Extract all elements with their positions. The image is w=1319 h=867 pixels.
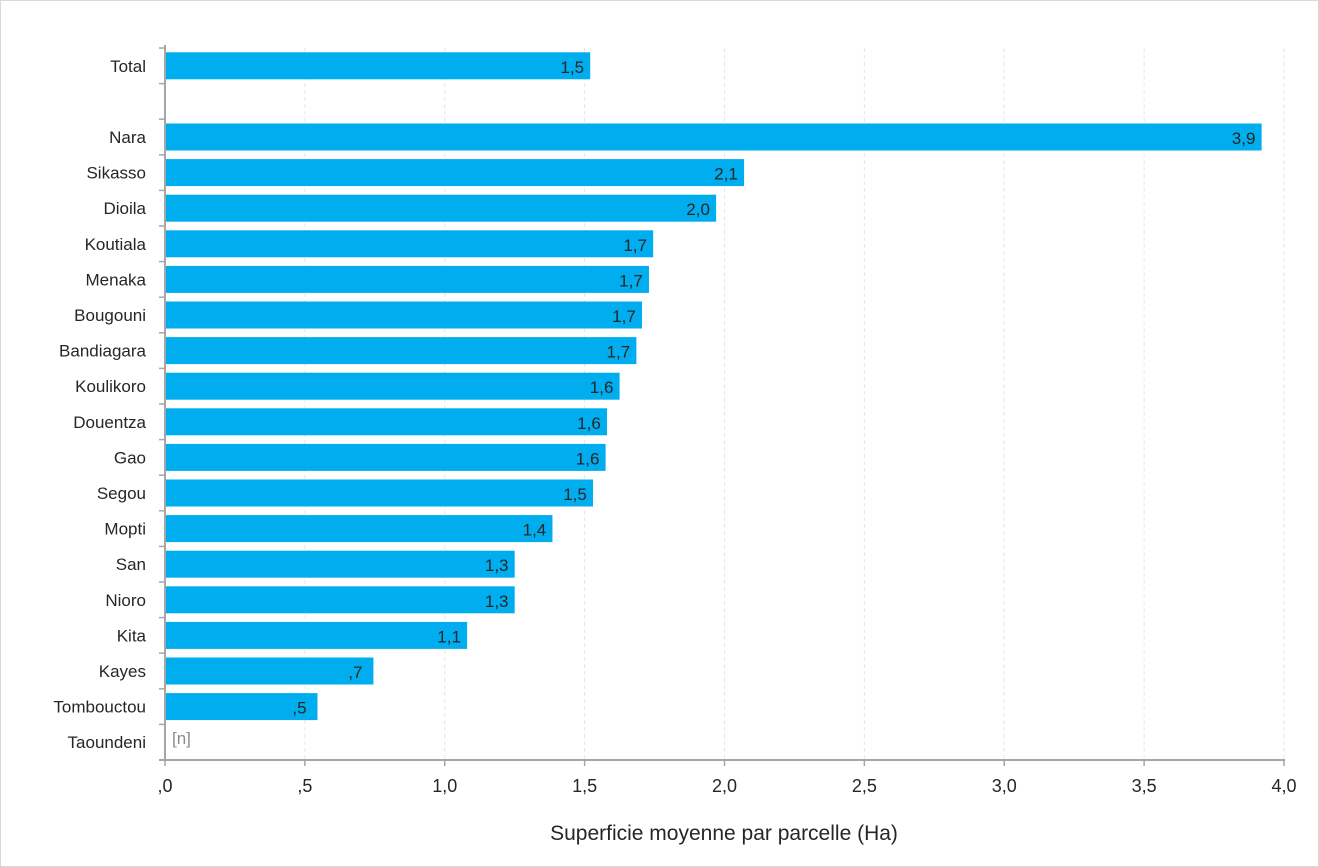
category-label: Kayes xyxy=(99,662,146,681)
category-label: Bougouni xyxy=(74,306,146,325)
category-label: Tombouctou xyxy=(53,698,146,717)
axes: ,0 ,5 1,0 1,5 2,0 2,5 3,0 3,5 4,0 xyxy=(157,45,1297,796)
value-label: 1,6 xyxy=(590,378,614,397)
bar xyxy=(165,479,594,507)
x-tick-label: ,5 xyxy=(297,776,312,796)
value-label: 1,1 xyxy=(437,627,461,646)
bar xyxy=(165,693,318,721)
bar xyxy=(165,621,468,649)
category-label: San xyxy=(116,555,146,574)
category-label: Menaka xyxy=(86,270,147,289)
x-tick-label: 4,0 xyxy=(1271,776,1296,796)
value-label: 1,7 xyxy=(607,343,631,362)
value-label: 1,6 xyxy=(577,414,601,433)
value-label: 1,3 xyxy=(485,556,509,575)
category-label: Total xyxy=(110,57,146,76)
category-label: Gao xyxy=(114,448,146,467)
category-label: Nioro xyxy=(105,591,146,610)
x-tick-label: ,0 xyxy=(157,776,172,796)
category-label: Dioila xyxy=(103,199,146,218)
value-label: 1,5 xyxy=(560,58,584,77)
category-label: Mopti xyxy=(104,520,146,539)
x-tick-label: 1,0 xyxy=(432,776,457,796)
bar xyxy=(165,657,374,685)
bar xyxy=(165,194,717,222)
bar xyxy=(165,123,1262,151)
value-label: 2,0 xyxy=(686,200,710,219)
category-label: Segou xyxy=(97,484,146,503)
value-label: ,7 xyxy=(348,663,362,682)
x-tick-label: 2,0 xyxy=(712,776,737,796)
value-label: 2,1 xyxy=(714,165,738,184)
x-tick-label: 3,0 xyxy=(992,776,1017,796)
bar xyxy=(165,159,745,187)
category-label: Sikasso xyxy=(86,164,146,183)
value-label: 1,7 xyxy=(612,307,636,326)
category-label: Douentza xyxy=(73,413,146,432)
bar xyxy=(165,265,649,293)
gridlines xyxy=(304,48,1285,760)
x-axis-title: Superficie moyenne par parcelle (Ha) xyxy=(550,822,898,845)
category-label: Nara xyxy=(109,128,146,147)
value-label: 1,6 xyxy=(576,449,600,468)
category-label: Koulikoro xyxy=(75,377,146,396)
x-tick-label: 1,5 xyxy=(572,776,597,796)
bars xyxy=(165,52,1262,721)
value-label: 1,7 xyxy=(623,236,647,255)
category-label: Bandiagara xyxy=(59,342,147,361)
category-label: Koutiala xyxy=(85,235,147,254)
bar xyxy=(165,230,654,258)
bar xyxy=(165,337,637,365)
value-label: 1,7 xyxy=(619,271,643,290)
bar xyxy=(165,515,553,543)
bar xyxy=(165,52,591,80)
category-label: Taoundeni xyxy=(68,733,146,752)
bar xyxy=(165,372,620,400)
value-label: 3,9 xyxy=(1232,129,1256,148)
value-label: [n] xyxy=(172,729,191,748)
value-label: 1,3 xyxy=(485,592,509,611)
labels: Total 1,5 Nara 3,9 Sikasso 2,1 Dioila 2,0 Koutia… xyxy=(53,57,1255,752)
value-label: 1,5 xyxy=(563,485,587,504)
bar xyxy=(165,301,642,329)
x-tick-label: 3,5 xyxy=(1132,776,1157,796)
bar xyxy=(165,408,608,436)
bar xyxy=(165,443,606,471)
category-label: Kita xyxy=(117,626,147,645)
bar xyxy=(165,586,515,614)
bar xyxy=(165,550,515,578)
x-tick-label: 2,5 xyxy=(852,776,877,796)
value-label: ,5 xyxy=(292,699,306,718)
value-label: 1,4 xyxy=(523,521,547,540)
